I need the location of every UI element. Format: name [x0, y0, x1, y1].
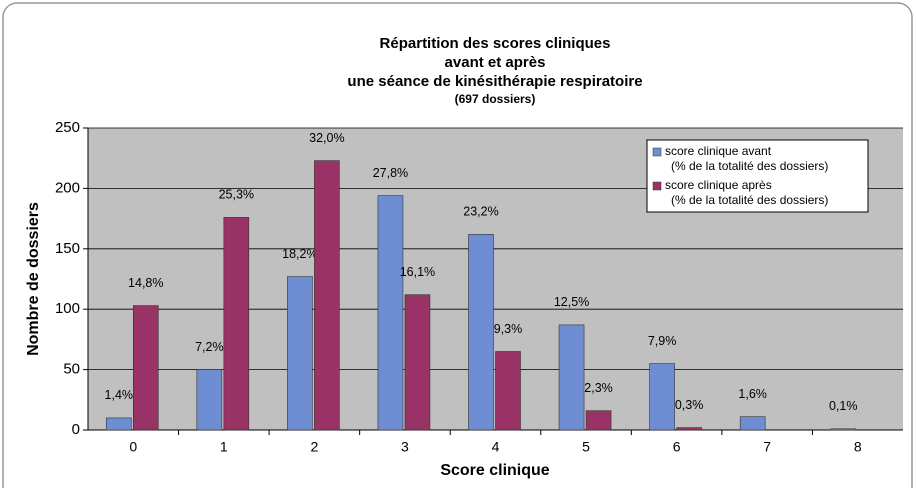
- data-label: 0,1%: [829, 399, 858, 413]
- x-tick-label: 3: [401, 439, 409, 455]
- bar: [649, 363, 675, 431]
- bar: [739, 416, 766, 431]
- y-tick-label: 50: [63, 361, 80, 378]
- legend-swatch: [652, 147, 662, 157]
- y-tick-label: 150: [55, 240, 80, 257]
- y-tick-label: 200: [55, 179, 80, 196]
- bar: [468, 234, 494, 431]
- bar: [585, 410, 612, 431]
- data-label: 32,0%: [309, 131, 344, 145]
- bar: [287, 276, 313, 431]
- y-axis-label: Nombre de dossiers: [25, 202, 42, 356]
- legend-swatch: [652, 181, 662, 191]
- bar: [105, 417, 132, 431]
- bar: [404, 294, 431, 431]
- y-tick-label: 250: [55, 119, 80, 136]
- data-label: 1,6%: [738, 387, 767, 401]
- x-tick-label: 8: [854, 439, 862, 455]
- bar: [196, 369, 223, 431]
- x-axis-label: Score clinique: [440, 462, 549, 479]
- legend-label: (% de la totalité des dossiers): [671, 193, 828, 207]
- x-tick-label: 1: [220, 439, 228, 455]
- bar: [223, 217, 250, 431]
- bar: [676, 427, 702, 431]
- data-label: 0,3%: [675, 398, 704, 412]
- data-label: 2,3%: [584, 381, 613, 395]
- y-tick-label: 100: [55, 300, 80, 317]
- data-label: 16,1%: [400, 265, 435, 279]
- data-label: 9,3%: [494, 322, 523, 336]
- chart-title: Répartition des scores cliniques: [380, 35, 611, 52]
- chart-title: une séance de kinésithérapie respiratoir…: [347, 73, 642, 90]
- x-tick-label: 5: [582, 439, 590, 455]
- bar: [558, 324, 585, 431]
- legend-label: score clinique avant: [665, 144, 772, 158]
- chart-subtitle: (697 dossiers): [455, 92, 536, 106]
- x-tick-label: 2: [310, 439, 318, 455]
- bar: [830, 428, 857, 431]
- data-label: 14,8%: [128, 276, 163, 290]
- x-tick-label: 4: [492, 439, 500, 455]
- data-label: 25,3%: [219, 188, 254, 202]
- bar: [132, 305, 159, 431]
- bar: [495, 351, 521, 431]
- data-label: 18,2%: [282, 247, 317, 261]
- y-tick-label: 0: [72, 421, 80, 438]
- bar: [314, 160, 340, 431]
- legend-label: (% de la totalité des dossiers): [671, 159, 828, 173]
- legend-label: score clinique après: [665, 178, 772, 192]
- legend-box: [646, 139, 869, 213]
- data-label: 7,9%: [648, 334, 677, 348]
- x-tick-label: 0: [129, 439, 137, 455]
- data-label: 23,2%: [463, 205, 498, 219]
- x-tick-label: 6: [673, 439, 681, 455]
- data-label: 12,5%: [554, 295, 589, 309]
- chart-title: avant et après: [445, 54, 546, 71]
- bar: [377, 195, 404, 431]
- x-tick-label: 7: [763, 439, 771, 455]
- data-label: 1,4%: [105, 388, 134, 402]
- data-label: 27,8%: [373, 166, 408, 180]
- data-label: 7,2%: [195, 340, 224, 354]
